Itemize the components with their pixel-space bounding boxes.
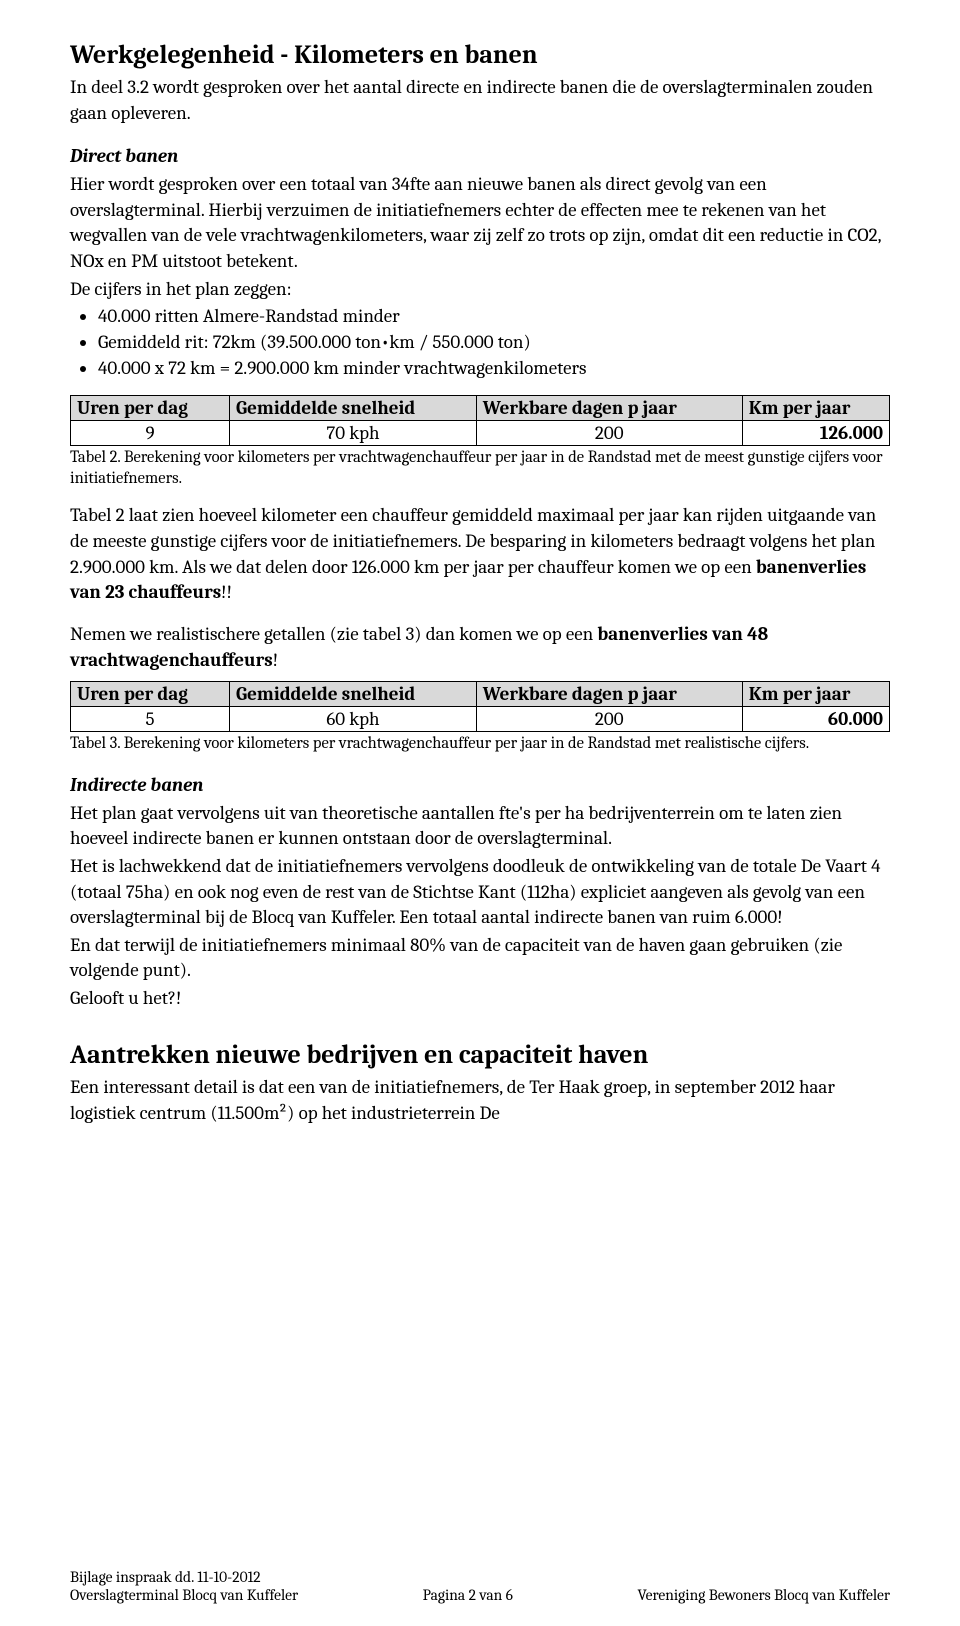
table-row: 5 60 kph 200 60.000 xyxy=(71,707,890,732)
table-cell: 5 xyxy=(71,707,230,732)
table-header-row: Uren per dag Gemiddelde snelheid Werkbar… xyxy=(71,682,890,707)
intro-paragraph: In deel 3.2 wordt gesproken over het aan… xyxy=(70,75,890,126)
indirecte-p3: En dat terwijl de initiatiefnemers minim… xyxy=(70,933,890,984)
table-cell: 200 xyxy=(476,421,742,446)
table-3-caption: Tabel 3. Berekening voor kilometers per … xyxy=(70,734,890,755)
table-2: Uren per dag Gemiddelde snelheid Werkbar… xyxy=(70,395,890,446)
table-cell: 9 xyxy=(71,421,230,446)
table-cell: 70 kph xyxy=(230,421,477,446)
bullet-item: 40.000 ritten Almere-Randstad minder xyxy=(98,304,890,330)
table-cell: 200 xyxy=(476,707,742,732)
footer-right: Vereniging Bewoners Blocq van Kuffeler xyxy=(637,1586,890,1604)
mid-p2-tail: ! xyxy=(273,649,278,671)
table-header: Uren per dag xyxy=(71,396,230,421)
table-cell: 60.000 xyxy=(742,707,889,732)
bullet-item: 40.000 x 72 km = 2.900.000 km minder vra… xyxy=(98,356,890,382)
indirecte-p2: Het is lachwekkend dat de initiatiefneme… xyxy=(70,854,890,931)
table-header: Gemiddelde snelheid xyxy=(230,682,477,707)
table-header: Werkbare dagen p jaar xyxy=(476,396,742,421)
mid-p2: Nemen we realistischere getallen (zie ta… xyxy=(70,622,890,673)
document-page: Werkgelegenheid - Kilometers en banen In… xyxy=(0,0,960,1626)
mid-p1: Tabel 2 laat zien hoeveel kilometer een … xyxy=(70,503,890,606)
heading-werkgelegenheid: Werkgelegenheid - Kilometers en banen xyxy=(70,40,890,71)
footer-left-line2: Overslagterminal Blocq van Kuffeler xyxy=(70,1586,298,1604)
table-2-caption: Tabel 2. Berekening voor kilometers per … xyxy=(70,448,890,489)
h2-p1: Een interessant detail is dat een van de… xyxy=(70,1075,890,1126)
mid-p2-text: Nemen we realistischere getallen (zie ta… xyxy=(70,623,597,645)
page-footer: Bijlage inspraak dd. 11-10-2012 Overslag… xyxy=(70,1568,890,1604)
bullet-list: 40.000 ritten Almere-Randstad minder Gem… xyxy=(98,304,890,381)
table-header: Werkbare dagen p jaar xyxy=(476,682,742,707)
table-cell: 126.000 xyxy=(742,421,889,446)
indirecte-p4: Gelooft u het?! xyxy=(70,986,890,1012)
mid-p1-tail: !! xyxy=(221,581,232,603)
table-row: 9 70 kph 200 126.000 xyxy=(71,421,890,446)
table-header: Km per jaar xyxy=(742,682,889,707)
footer-center: Pagina 2 van 6 xyxy=(423,1586,513,1604)
table-3: Uren per dag Gemiddelde snelheid Werkbar… xyxy=(70,681,890,732)
direct-banen-p1: Hier wordt gesproken over een totaal van… xyxy=(70,172,890,275)
table-header-row: Uren per dag Gemiddelde snelheid Werkbar… xyxy=(71,396,890,421)
footer-left: Bijlage inspraak dd. 11-10-2012 Overslag… xyxy=(70,1568,298,1604)
table-header: Uren per dag xyxy=(71,682,230,707)
bullet-item: Gemiddeld rit: 72km (39.500.000 ton•km /… xyxy=(98,330,890,356)
table-header: Gemiddelde snelheid xyxy=(230,396,477,421)
footer-left-line1: Bijlage inspraak dd. 11-10-2012 xyxy=(70,1568,298,1586)
direct-banen-p2: De cijfers in het plan zeggen: xyxy=(70,277,890,303)
subhead-indirecte-banen: Indirecte banen xyxy=(70,773,890,799)
table-cell: 60 kph xyxy=(230,707,477,732)
indirecte-p1: Het plan gaat vervolgens uit van theoret… xyxy=(70,801,890,852)
heading-aantrekken: Aantrekken nieuwe bedrijven en capacitei… xyxy=(70,1040,890,1071)
subhead-direct-banen: Direct banen xyxy=(70,144,890,170)
table-header: Km per jaar xyxy=(742,396,889,421)
